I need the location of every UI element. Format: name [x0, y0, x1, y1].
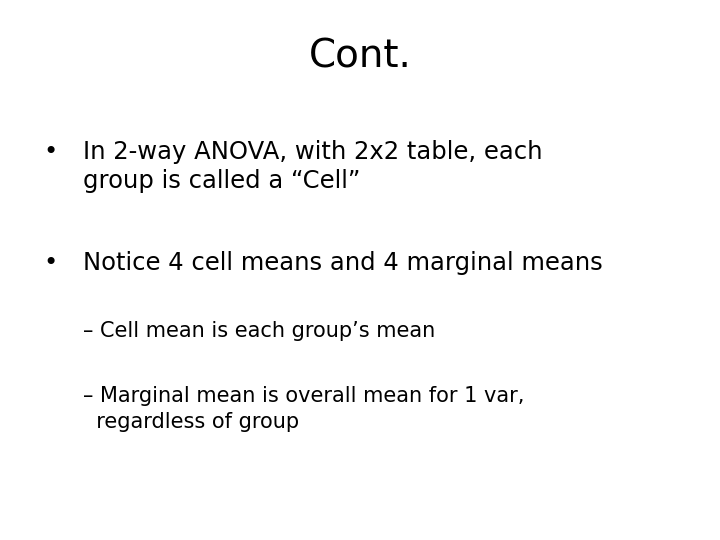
Text: – Cell mean is each group’s mean: – Cell mean is each group’s mean: [83, 321, 435, 341]
Text: Cont.: Cont.: [309, 38, 411, 76]
Text: In 2-way ANOVA, with 2x2 table, each
group is called a “Cell”: In 2-way ANOVA, with 2x2 table, each gro…: [83, 140, 542, 193]
Text: Notice 4 cell means and 4 marginal means: Notice 4 cell means and 4 marginal means: [83, 251, 603, 275]
Text: •: •: [43, 140, 58, 164]
Text: •: •: [43, 251, 58, 275]
Text: – Marginal mean is overall mean for 1 var,
  regardless of group: – Marginal mean is overall mean for 1 va…: [83, 386, 524, 431]
